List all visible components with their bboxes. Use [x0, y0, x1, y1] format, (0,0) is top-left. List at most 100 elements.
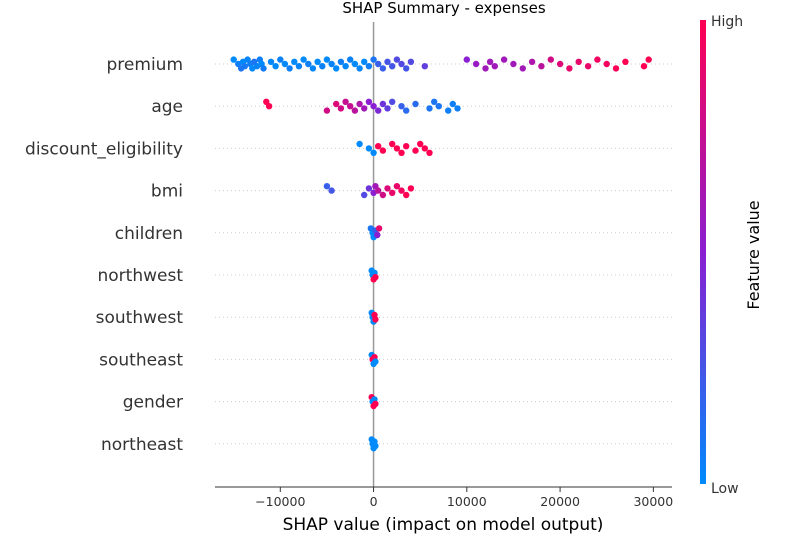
shap-point	[384, 185, 391, 192]
shap-point	[356, 65, 363, 72]
shap-point	[384, 105, 391, 112]
shap-point	[241, 62, 248, 70]
x-tick-label: 0	[370, 494, 378, 509]
shap-point	[528, 58, 536, 65]
shap-point	[389, 98, 396, 106]
shap-point	[500, 56, 508, 63]
shap-point	[281, 60, 289, 68]
shap-point	[323, 56, 331, 63]
shap-point	[547, 56, 554, 63]
x-tick-label: 30000	[633, 494, 673, 509]
feature-label-southeast: southeast	[99, 350, 183, 370]
feature-label-age: age	[151, 97, 183, 117]
shap-point	[323, 183, 331, 190]
shap-point	[365, 145, 373, 152]
shap-point	[417, 140, 424, 148]
shap-point	[421, 145, 428, 152]
shap-point	[372, 316, 379, 323]
shap-point	[347, 56, 354, 63]
shap-point	[407, 185, 415, 192]
x-tick-label: 20000	[540, 494, 580, 509]
shap-point	[365, 185, 373, 192]
shap-point	[361, 191, 368, 199]
shap-point	[556, 60, 564, 68]
shap-point	[575, 58, 582, 65]
shap-point	[286, 65, 293, 72]
shap-point	[333, 100, 340, 108]
row-guides	[215, 63, 672, 445]
shap-point	[374, 231, 381, 239]
shap-point	[403, 191, 410, 199]
feature-label-southwest: southwest	[96, 308, 184, 328]
shap-point	[356, 100, 363, 108]
points-layer	[230, 56, 652, 452]
shap-point	[398, 187, 405, 194]
shap-point	[398, 103, 405, 110]
shap-point	[389, 189, 396, 196]
shap-point	[421, 62, 428, 70]
x-axis-label: SHAP value (impact on model output)	[283, 515, 604, 535]
x-axis-ticks: −10000 0 10000 20000 30000	[255, 487, 673, 509]
colorbar-high-label: High	[711, 14, 743, 30]
shap-point	[472, 60, 480, 68]
shap-point	[337, 58, 345, 65]
shap-point	[370, 149, 377, 156]
shap-point	[389, 62, 396, 70]
shap-point	[300, 56, 307, 63]
shap-point	[365, 62, 373, 70]
x-tick-label: 10000	[447, 494, 487, 509]
shap-point	[260, 65, 267, 72]
shap-point	[584, 62, 592, 70]
shap-point	[333, 65, 340, 72]
feature-label-northwest: northwest	[98, 266, 184, 286]
colorbar-low-label: Low	[711, 481, 739, 497]
shap-point	[342, 62, 349, 70]
shap-point	[398, 149, 405, 156]
shap-point	[622, 58, 629, 65]
shap-point	[519, 65, 526, 72]
shap-point	[389, 140, 396, 148]
shap-point	[230, 56, 237, 63]
shap-point	[645, 56, 652, 63]
shap-point	[265, 103, 273, 110]
feature-label-discount-eligibility: discount_eligibility	[25, 139, 183, 159]
shap-point	[603, 60, 610, 68]
shap-point	[272, 62, 279, 70]
shap-point	[351, 107, 359, 114]
shap-point	[445, 107, 452, 114]
shap-point	[403, 65, 410, 72]
shap-point	[403, 107, 410, 114]
shap-point	[491, 62, 498, 70]
shap-point	[393, 56, 401, 63]
shap-point	[482, 65, 489, 72]
shap-point	[356, 140, 363, 148]
shap-point	[309, 65, 317, 72]
shap-point	[426, 105, 433, 112]
shap-point	[463, 56, 470, 63]
feature-label-northeast: northeast	[101, 435, 183, 455]
shap-point	[361, 105, 368, 112]
feature-label-gender: gender	[123, 393, 183, 413]
shap-point	[375, 143, 382, 150]
shap-point	[375, 225, 383, 232]
colorbar-axis-label: Feature value	[744, 200, 763, 309]
shap-point	[361, 58, 368, 65]
chart-title: SHAP Summary - expenses	[342, 0, 545, 17]
shap-point	[365, 98, 373, 106]
shap-point	[379, 100, 387, 108]
shap-point	[351, 60, 359, 68]
shap-point	[393, 183, 401, 190]
shap-point	[375, 60, 382, 68]
shap-point	[372, 358, 379, 365]
shap-point	[435, 103, 442, 110]
shap-point	[538, 62, 545, 70]
shap-point	[398, 60, 405, 68]
shap-point	[384, 58, 391, 65]
shap-point	[342, 98, 349, 106]
shap-point	[337, 105, 345, 112]
shap-point	[291, 58, 298, 65]
shap-point	[449, 100, 456, 108]
shap-point	[323, 107, 331, 114]
